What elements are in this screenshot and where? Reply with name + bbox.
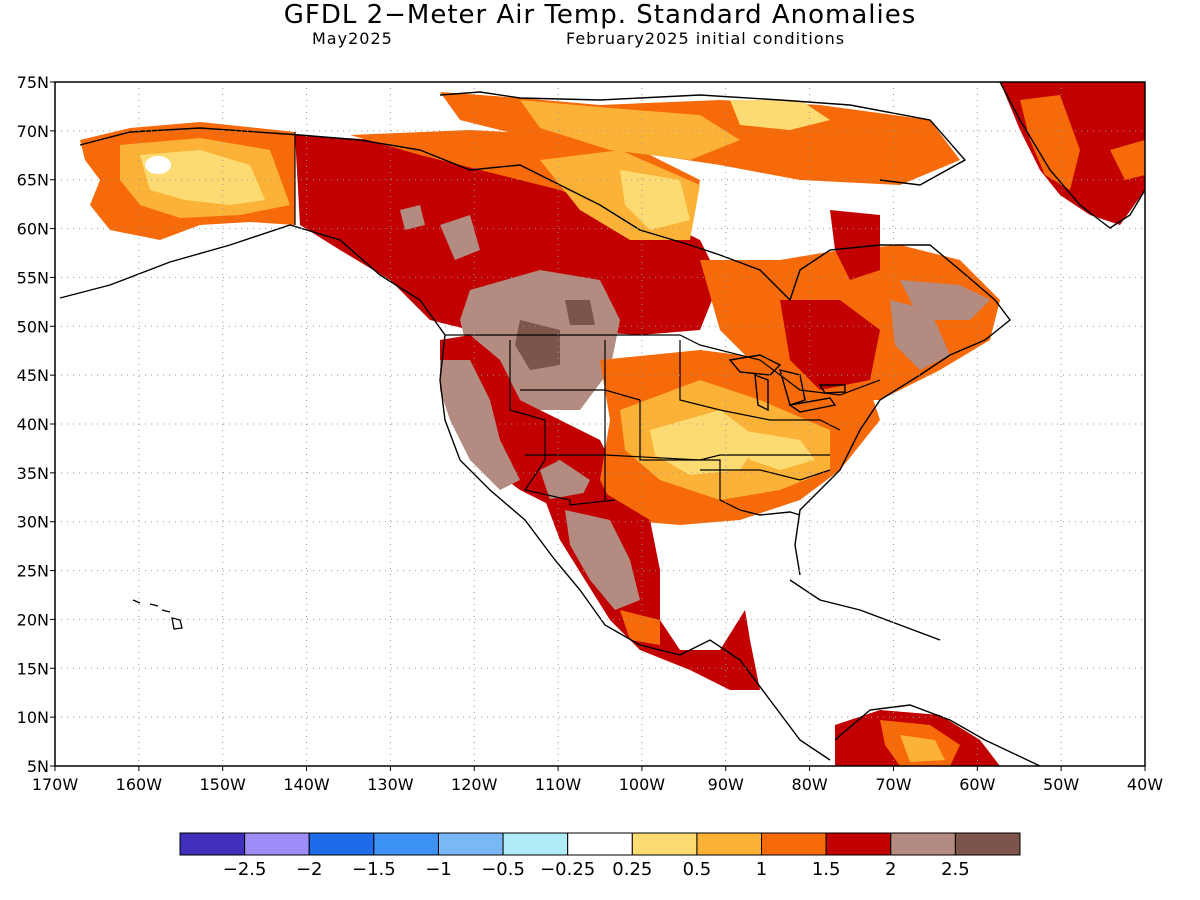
lat-tick-label: 75N bbox=[17, 73, 49, 92]
colorbar-swatch bbox=[437, 832, 504, 856]
colorbar-swatch bbox=[244, 832, 310, 856]
colorbar-label: 0.5 bbox=[683, 859, 712, 880]
colorbar-swatch bbox=[179, 832, 246, 856]
lon-tick-label: 60W bbox=[959, 775, 995, 794]
colorbar-labels: −2.5 −2 −1.5 −1 −0.5 −0.25 0.25 0.5 1 1.5 2 2.5 bbox=[223, 859, 970, 880]
colorbar-swatch bbox=[567, 832, 633, 856]
lon-tick-label: 100W bbox=[619, 775, 666, 794]
lon-tick-label: 110W bbox=[535, 775, 582, 794]
colorbar-label: −2.5 bbox=[223, 859, 267, 880]
lat-tick-label: 30N bbox=[17, 513, 49, 532]
colorbar-label: 1.5 bbox=[812, 859, 841, 880]
lon-tick-label: 130W bbox=[367, 775, 414, 794]
lat-tick-label: 25N bbox=[17, 562, 49, 581]
colorbar-label: −2 bbox=[296, 859, 323, 880]
lon-tick-label: 160W bbox=[116, 775, 163, 794]
colorbar-swatch bbox=[308, 832, 375, 856]
lon-tick-label: 170W bbox=[32, 775, 79, 794]
lat-tick-label: 45N bbox=[17, 366, 49, 385]
colorbar-label: 2.5 bbox=[941, 859, 970, 880]
lat-tick-label: 70N bbox=[17, 122, 49, 141]
lon-tick-label: 70W bbox=[875, 775, 911, 794]
hawaii-islands bbox=[132, 599, 183, 630]
lon-tick-label: 40W bbox=[1127, 775, 1163, 794]
colorbar-swatch bbox=[631, 832, 698, 856]
great-lakes bbox=[728, 354, 846, 413]
lat-tick-label: 10N bbox=[17, 708, 49, 727]
colorbar-swatch bbox=[373, 832, 439, 856]
colorbar-swatch bbox=[825, 832, 892, 856]
lat-tick-label: 60N bbox=[17, 220, 49, 239]
lat-tick-label: 55N bbox=[17, 268, 49, 287]
colorbar-swatch bbox=[502, 832, 569, 856]
colorbar-swatch bbox=[954, 832, 1021, 856]
colorbar bbox=[179, 832, 1021, 856]
lon-tick-label: 120W bbox=[451, 775, 498, 794]
colorbar-swatch bbox=[761, 832, 827, 856]
longitude-labels: 170W 160W 150W 140W 130W 120W 110W 100W 90W 80W 70… bbox=[32, 766, 1163, 794]
lon-tick-label: 90W bbox=[708, 775, 744, 794]
coastlines bbox=[59, 82, 1145, 766]
lat-tick-label: 20N bbox=[17, 610, 49, 629]
lat-tick-label: 15N bbox=[17, 659, 49, 678]
lat-tick-label: 40N bbox=[17, 415, 49, 434]
lon-tick-label: 150W bbox=[200, 775, 247, 794]
anomaly-field bbox=[80, 82, 1145, 766]
political-borders bbox=[294, 132, 881, 511]
anomaly-region-canada-west bbox=[295, 135, 720, 335]
lat-tick-label: 50N bbox=[17, 317, 49, 336]
colorbar-label: −1.5 bbox=[352, 859, 396, 880]
colorbar-label: 2 bbox=[885, 859, 896, 880]
lon-tick-label: 80W bbox=[792, 775, 828, 794]
colorbar-label: −0.5 bbox=[481, 859, 525, 880]
colorbar-swatch bbox=[890, 832, 956, 856]
anomaly-region-alaska-core bbox=[140, 150, 265, 205]
target-month: May2025 bbox=[312, 29, 393, 48]
colorbar-label: −1 bbox=[425, 859, 452, 880]
latitude-labels: 5N 10N 15N 20N 25N 30N 35N 40N 45N 50N 55N 60N 65N 70… bbox=[17, 73, 55, 776]
colorbar-label: 0.25 bbox=[612, 859, 652, 880]
lon-tick-label: 140W bbox=[283, 775, 330, 794]
initial-conditions: February2025 initial conditions bbox=[566, 29, 846, 48]
colorbar-swatch bbox=[696, 832, 763, 856]
graticule bbox=[55, 82, 1145, 766]
lat-tick-label: 65N bbox=[17, 171, 49, 190]
colorbar-label: −0.25 bbox=[540, 859, 595, 880]
colorbar-label: 1 bbox=[756, 859, 767, 880]
lat-tick-label: 5N bbox=[27, 757, 49, 776]
anomaly-region-us-west bbox=[440, 335, 620, 510]
lat-tick-label: 35N bbox=[17, 464, 49, 483]
lon-tick-label: 50W bbox=[1043, 775, 1079, 794]
chart-title: GFDL 2−Meter Air Temp. Standard Anomalie… bbox=[283, 0, 917, 30]
